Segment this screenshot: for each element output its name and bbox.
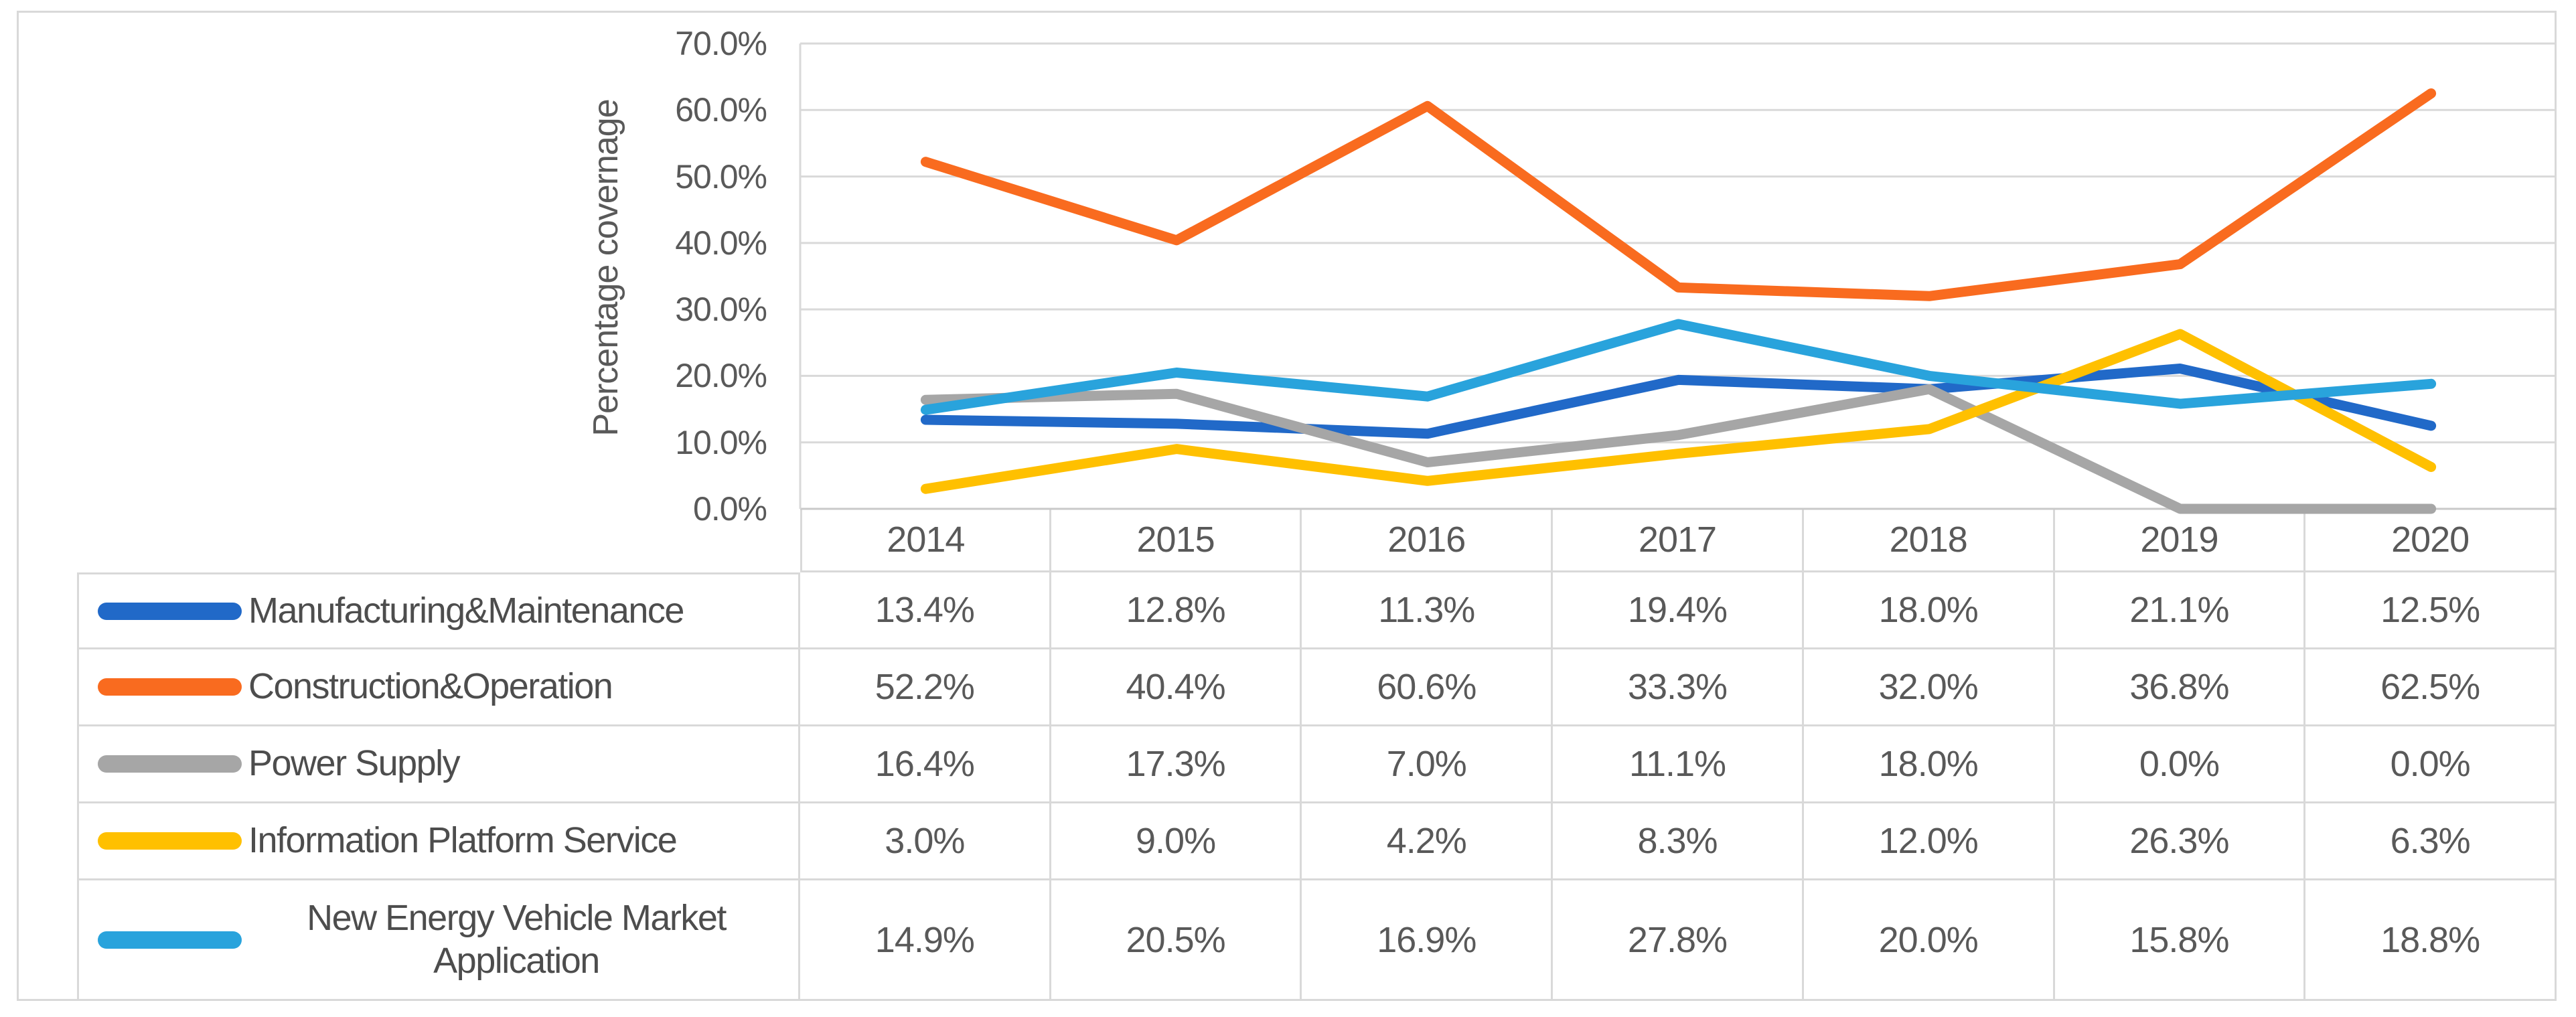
- value-cell: 3.0%: [800, 803, 1051, 880]
- y-tick-label: 20.0%: [675, 357, 767, 395]
- year-header-cell: 2018: [1803, 509, 2055, 572]
- y-tick-label: 10.0%: [675, 423, 767, 461]
- series-line-5: [920, 319, 2437, 415]
- value-cell: 6.3%: [2305, 803, 2557, 880]
- value-cell: 4.2%: [1302, 803, 1554, 880]
- value-cell: 33.3%: [1553, 649, 1804, 726]
- value-cell: 11.3%: [1302, 572, 1554, 649]
- legend-line-marker: [98, 678, 242, 696]
- value-cell: 15.8%: [2054, 880, 2306, 1001]
- y-tick-label: 60.0%: [675, 91, 767, 129]
- series-line-1: [920, 364, 2437, 439]
- legend-line-marker: [98, 602, 242, 620]
- y-tick-label: 30.0%: [675, 291, 767, 329]
- value-cell: 0.0%: [2305, 726, 2557, 803]
- value-cell: 11.1%: [1553, 726, 1804, 803]
- series-line-3: [920, 384, 2437, 514]
- legend-cell: New Energy Vehicle Market Application: [77, 880, 800, 1001]
- value-cell: 36.8%: [2054, 649, 2306, 726]
- value-cell: 12.8%: [1051, 572, 1302, 649]
- y-tick-label: 40.0%: [675, 224, 767, 262]
- series-label: New Energy Vehicle Market Application: [307, 897, 727, 981]
- legend-line-marker: [98, 832, 242, 850]
- value-cell: 12.0%: [1803, 803, 2055, 880]
- year-header-cell: 2020: [2305, 509, 2557, 572]
- value-cell: 52.2%: [800, 649, 1051, 726]
- y-tick-label: 50.0%: [675, 157, 767, 195]
- value-cell: 7.0%: [1302, 726, 1554, 803]
- year-header-cell: 2014: [800, 509, 1051, 572]
- value-cell: 12.5%: [2305, 572, 2557, 649]
- year-header-cell: 2019: [2054, 509, 2306, 572]
- value-cell: 16.9%: [1302, 880, 1554, 1001]
- year-header-cell: 2015: [1051, 509, 1302, 572]
- value-cell: 17.3%: [1051, 726, 1302, 803]
- legend-cell: Information Platform Service: [77, 803, 800, 880]
- value-cell: 26.3%: [2054, 803, 2306, 880]
- value-cell: 21.1%: [2054, 572, 2306, 649]
- series-label: Construction&Operation: [248, 666, 613, 707]
- value-cell: 60.6%: [1302, 649, 1554, 726]
- y-tick-label: 0.0%: [693, 490, 767, 528]
- value-cell: 8.3%: [1553, 803, 1804, 880]
- value-cell: 18.8%: [2305, 880, 2557, 1001]
- value-cell: 0.0%: [2054, 726, 2306, 803]
- value-cell: 20.5%: [1051, 880, 1302, 1001]
- value-cell: 40.4%: [1051, 649, 1302, 726]
- y-axis-tick-labels: 70.0% 60.0% 50.0% 40.0% 30.0% 20.0% 10.0% 0.0%: [536, 0, 767, 1017]
- series-label: Power Supply: [248, 743, 461, 784]
- value-cell: 62.5%: [2305, 649, 2557, 726]
- value-cell: 19.4%: [1553, 572, 1804, 649]
- value-cell: 27.8%: [1553, 880, 1804, 1001]
- y-tick-label: 70.0%: [675, 25, 767, 62]
- series-label: Manufacturing&Maintenance: [248, 590, 684, 631]
- value-cell: 16.4%: [800, 726, 1051, 803]
- value-cell: 32.0%: [1803, 649, 2055, 726]
- legend-cell: Construction&Operation: [77, 649, 800, 726]
- data-table: 2014 2015 2016 2017 2018 2019 2020 Manufacturin…: [77, 509, 2557, 1001]
- value-cell: 14.9%: [800, 880, 1051, 1001]
- legend-cell: Power Supply: [77, 726, 800, 803]
- year-header-cell: 2017: [1553, 509, 1804, 572]
- year-header-cell: 2016: [1302, 509, 1554, 572]
- legend-line-marker: [98, 931, 242, 949]
- value-cell: 18.0%: [1803, 572, 2055, 649]
- value-cell: 18.0%: [1803, 726, 2055, 803]
- value-cell: 9.0%: [1051, 803, 1302, 880]
- series-line-2: [920, 88, 2437, 301]
- legend-cell: Manufacturing&Maintenance: [77, 572, 800, 649]
- value-cell: 13.4%: [800, 572, 1051, 649]
- value-cell: 20.0%: [1803, 880, 2055, 1001]
- series-label: Information Platform Service: [248, 820, 678, 861]
- legend-line-marker: [98, 755, 242, 773]
- series-line-4: [920, 329, 2437, 494]
